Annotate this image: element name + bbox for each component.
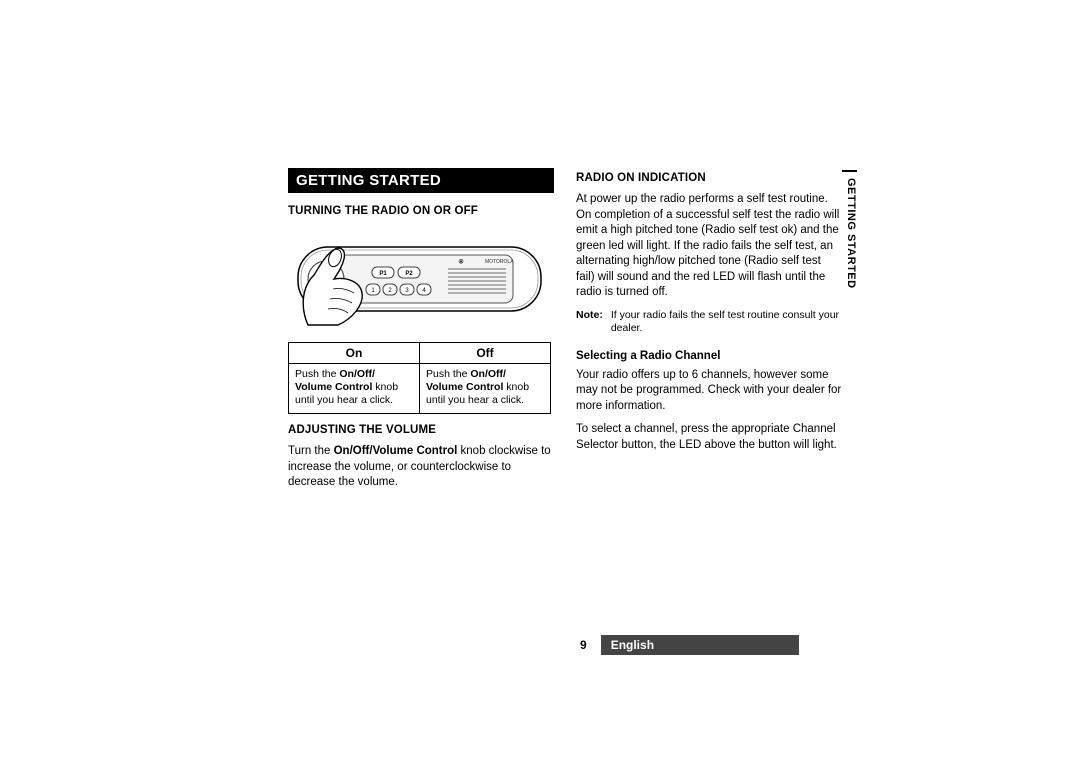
radio-illustration: MOTOROLA P1 P2 1 2 3 4	[288, 229, 551, 329]
note-row: Note: If your radio fails the self test …	[576, 309, 842, 336]
side-tab: GETTING STARTED	[842, 170, 857, 335]
two-column-content: GETTING STARTED TURNING THE RADIO ON OR …	[288, 168, 842, 499]
radio-on-body: At power up the radio performs a self te…	[576, 192, 842, 301]
svg-text:P2: P2	[405, 271, 413, 277]
heading-adjusting-volume: ADJUSTING THE VOLUME	[288, 424, 554, 436]
language-label: English	[601, 635, 799, 655]
right-column: RADIO ON INDICATION At power up the radi…	[576, 168, 842, 499]
note-text: If your radio fails the self test routin…	[611, 309, 842, 336]
table-cell-on: Push the On/Off/ Volume Control knob unt…	[289, 364, 420, 414]
brand-label: MOTOROLA	[485, 259, 514, 265]
heading-turning-radio: TURNING THE RADIO ON OR OFF	[288, 205, 554, 217]
page-footer: 9 English	[580, 635, 799, 655]
section-title-bar: GETTING STARTED	[288, 168, 554, 193]
selecting-channel-p1: Your radio offers up to 6 channels, howe…	[576, 368, 842, 415]
heading-selecting-channel: Selecting a Radio Channel	[576, 350, 842, 362]
svg-text:P1: P1	[379, 271, 387, 277]
note-label: Note:	[576, 309, 603, 336]
adjusting-volume-text: Turn the On/Off/Volume Control knob cloc…	[288, 444, 554, 491]
table-head-off: Off	[420, 343, 551, 364]
on-off-table: On Off Push the On/Off/ Volume Control k…	[288, 342, 551, 414]
side-tab-text: GETTING STARTED	[842, 178, 857, 289]
table-head-on: On	[289, 343, 420, 364]
selecting-channel-p2: To select a channel, press the appropria…	[576, 422, 842, 453]
heading-radio-on-indication: RADIO ON INDICATION	[576, 172, 842, 184]
page-number: 9	[580, 635, 601, 655]
manual-page: GETTING STARTED TURNING THE RADIO ON OR …	[0, 0, 1080, 763]
table-cell-off: Push the On/Off/ Volume Control knob unt…	[420, 364, 551, 414]
left-column: GETTING STARTED TURNING THE RADIO ON OR …	[288, 168, 554, 499]
